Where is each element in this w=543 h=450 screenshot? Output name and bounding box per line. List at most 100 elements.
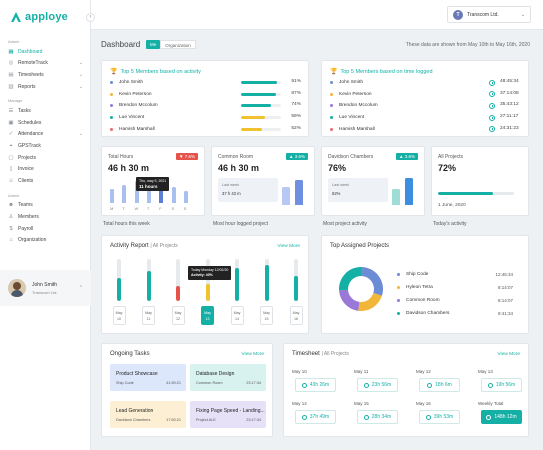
clock-icon (425, 414, 431, 420)
project-time: 8:41:34 (497, 311, 513, 316)
activity-bar (241, 116, 281, 120)
member-dot (110, 92, 113, 96)
sidebar-item-reports[interactable]: ▥ Reports ⌄ (0, 81, 91, 93)
timesheet-day-pill[interactable]: 37h 49m (295, 410, 336, 424)
timesheet-day-pill[interactable]: 18h 6m (419, 378, 460, 392)
sidebar-item-payroll[interactable]: $ Payroll (0, 223, 91, 235)
activity-member-row: John Smith (110, 79, 143, 86)
activity-bar (241, 81, 281, 84)
member-name: Kevin Peterson (339, 91, 372, 97)
timesheet-view-more[interactable]: View More (497, 352, 520, 357)
activity-bar (241, 104, 281, 108)
activity-day-track (176, 259, 180, 301)
activity-day-date: 10 (117, 317, 121, 321)
sidebar-item-tasks[interactable]: ☰ Tasks (0, 105, 91, 117)
timesheet-day-pill[interactable]: 43h 26m (295, 378, 336, 392)
chevron-down-icon[interactable]: ⌄ (78, 83, 83, 90)
sidebar-item-organization[interactable]: ⌂ Organization (0, 234, 91, 246)
sidebar-item-remotetrack[interactable]: ◎ RemoteTrack ⌄ (0, 58, 91, 70)
activity-day-date: 15 (264, 317, 269, 321)
nav-section-label: Manage (8, 98, 23, 104)
brand-logo[interactable]: apploye (10, 11, 68, 23)
comparison-bar (295, 179, 303, 205)
timesheet-day-pill[interactable]: 28h 34m (357, 410, 398, 424)
user-company: Transcom Ltd. (32, 289, 58, 295)
attendance-icon: ✓ (8, 131, 14, 138)
sidebar-item-timesheets[interactable]: ▤ Timesheets ⌄ (0, 69, 91, 81)
chevron-down-icon[interactable]: ⌄ (78, 131, 83, 138)
apploye-logo-icon (11, 12, 21, 22)
activity-day-fill (146, 270, 151, 301)
sidebar-item-teams[interactable]: ☻ Teams (0, 200, 91, 212)
activity-bar-fill (241, 116, 265, 120)
sidebar-item-dashboard[interactable]: ▦ Dashboard (0, 46, 91, 58)
task-tile[interactable]: Database Design Common Room 23:17:34 (190, 364, 266, 391)
top-time-title: Top 5 Members based on time logged (340, 68, 433, 75)
member-dot (330, 127, 333, 131)
collapse-sidebar-button[interactable]: ‹ (86, 13, 95, 22)
topbar: T Transcom Ltd. ⌄ (91, 0, 543, 30)
timesheet-day-pill[interactable]: 39h 53m (419, 410, 460, 424)
organization-select[interactable]: T Transcom Ltd. ⌄ (447, 6, 531, 23)
activity-day-button[interactable]: May 16 (289, 306, 303, 325)
activity-day-track (117, 259, 121, 301)
sidebar-item-projects[interactable]: ▢ Projects (0, 152, 91, 164)
toggle-me[interactable]: Me (146, 40, 161, 49)
chevron-down-icon[interactable]: ⌄ (78, 60, 83, 67)
activity-member-row: Lue Vincent (110, 114, 144, 121)
project-row-hyleon-tetra: Hyleon Tetra 8:14:07 (397, 284, 513, 291)
task-tile[interactable]: Lead Generation Davidson Chambers 17:50:21 (110, 401, 186, 428)
toggle-organization[interactable]: Organization (160, 40, 196, 49)
sidebar-item-label: Tasks (18, 108, 31, 115)
sidebar-item-label: Organization (18, 237, 47, 244)
activity-day-button[interactable]: May 14 (230, 306, 244, 325)
task-tile[interactable]: Fixing Page Speed - Landing... Project AL… (190, 401, 266, 428)
chevron-down-icon[interactable]: ⌄ (78, 71, 83, 78)
project-row-ship-code: Ship Code 12:45:34 (397, 271, 513, 278)
weekly-total-pill[interactable]: 148h 12m (481, 410, 522, 424)
day-label: M (110, 206, 114, 211)
common-room-chart (282, 175, 308, 205)
task-tile[interactable]: Product Showcase Ship Code 41:50:21 (110, 364, 186, 391)
sidebar-item-clients[interactable]: ☺ Clients (0, 175, 91, 187)
member-dot (110, 104, 113, 108)
activity-day-button[interactable]: May 12 (171, 306, 185, 325)
clock-icon (363, 414, 369, 420)
activity-day-track (294, 259, 298, 301)
davidson-lastweek: Last week 62% (328, 178, 388, 202)
sidebar-nav: Admin ▦ Dashboard ◎ RemoteTrack ⌄ ▤ Timesheets ⌄… (0, 38, 91, 246)
clock-icon (427, 382, 433, 388)
activity-day-date: 13 (205, 317, 210, 321)
clock-icon (487, 382, 493, 388)
time-member-row: John Smith (330, 79, 363, 86)
activity-day-button[interactable]: May 11 (142, 306, 155, 325)
sidebar-item-schedules[interactable]: ▣ Schedules (0, 117, 91, 129)
timesheet-day-label: May 10 (292, 369, 307, 374)
sidebar-item-gpstrack[interactable]: ⌖ GPSTrack (0, 140, 91, 152)
ongoing-tasks-view-more[interactable]: View More (241, 352, 264, 357)
sidebar-item-invoice[interactable]: ▯ Invoice (0, 163, 91, 175)
user-card[interactable]: John Smith Transcom Ltd. ⌃ (0, 270, 91, 306)
day-label: S (171, 206, 175, 211)
timesheet-day-pill[interactable]: 19h 56m (481, 378, 522, 392)
activity-report-view-more[interactable]: View More (277, 244, 300, 249)
activity-day-button[interactable]: May 10 (112, 306, 126, 325)
schedules-icon: ▣ (8, 119, 14, 126)
timesheet-day-pill[interactable]: 23h 56m (357, 378, 398, 392)
total-hours-card: Total Hours ▼ 7.6% 46 h 30 m M T W T F S S Thu… (101, 146, 205, 216)
sidebar-item-attendance[interactable]: ✓ Attendance ⌄ (0, 129, 91, 141)
sidebar-item-members[interactable]: ♙ Members (0, 211, 91, 223)
task-name: Product Showcase (116, 371, 158, 377)
timesheet-day-label: May 16 (416, 401, 431, 406)
member-name: Lue Vincent (339, 115, 365, 121)
chevron-up-icon[interactable]: ⌃ (78, 285, 83, 291)
task-name: Lead Generation (116, 408, 154, 414)
activity-percent: 91% (291, 79, 301, 84)
davidson-card: Davidson Chambers ▲ 3.6% 76% Last week 6… (321, 146, 425, 216)
activity-day-button[interactable]: May 15 (260, 306, 273, 325)
top-projects-title: Top Assigned Projects (330, 243, 390, 249)
activity-member-row: Kevin Peterson (110, 91, 152, 98)
member-dot (330, 116, 333, 120)
activity-day-button[interactable]: May 13 (201, 306, 214, 325)
activity-percent: 74% (291, 102, 301, 108)
